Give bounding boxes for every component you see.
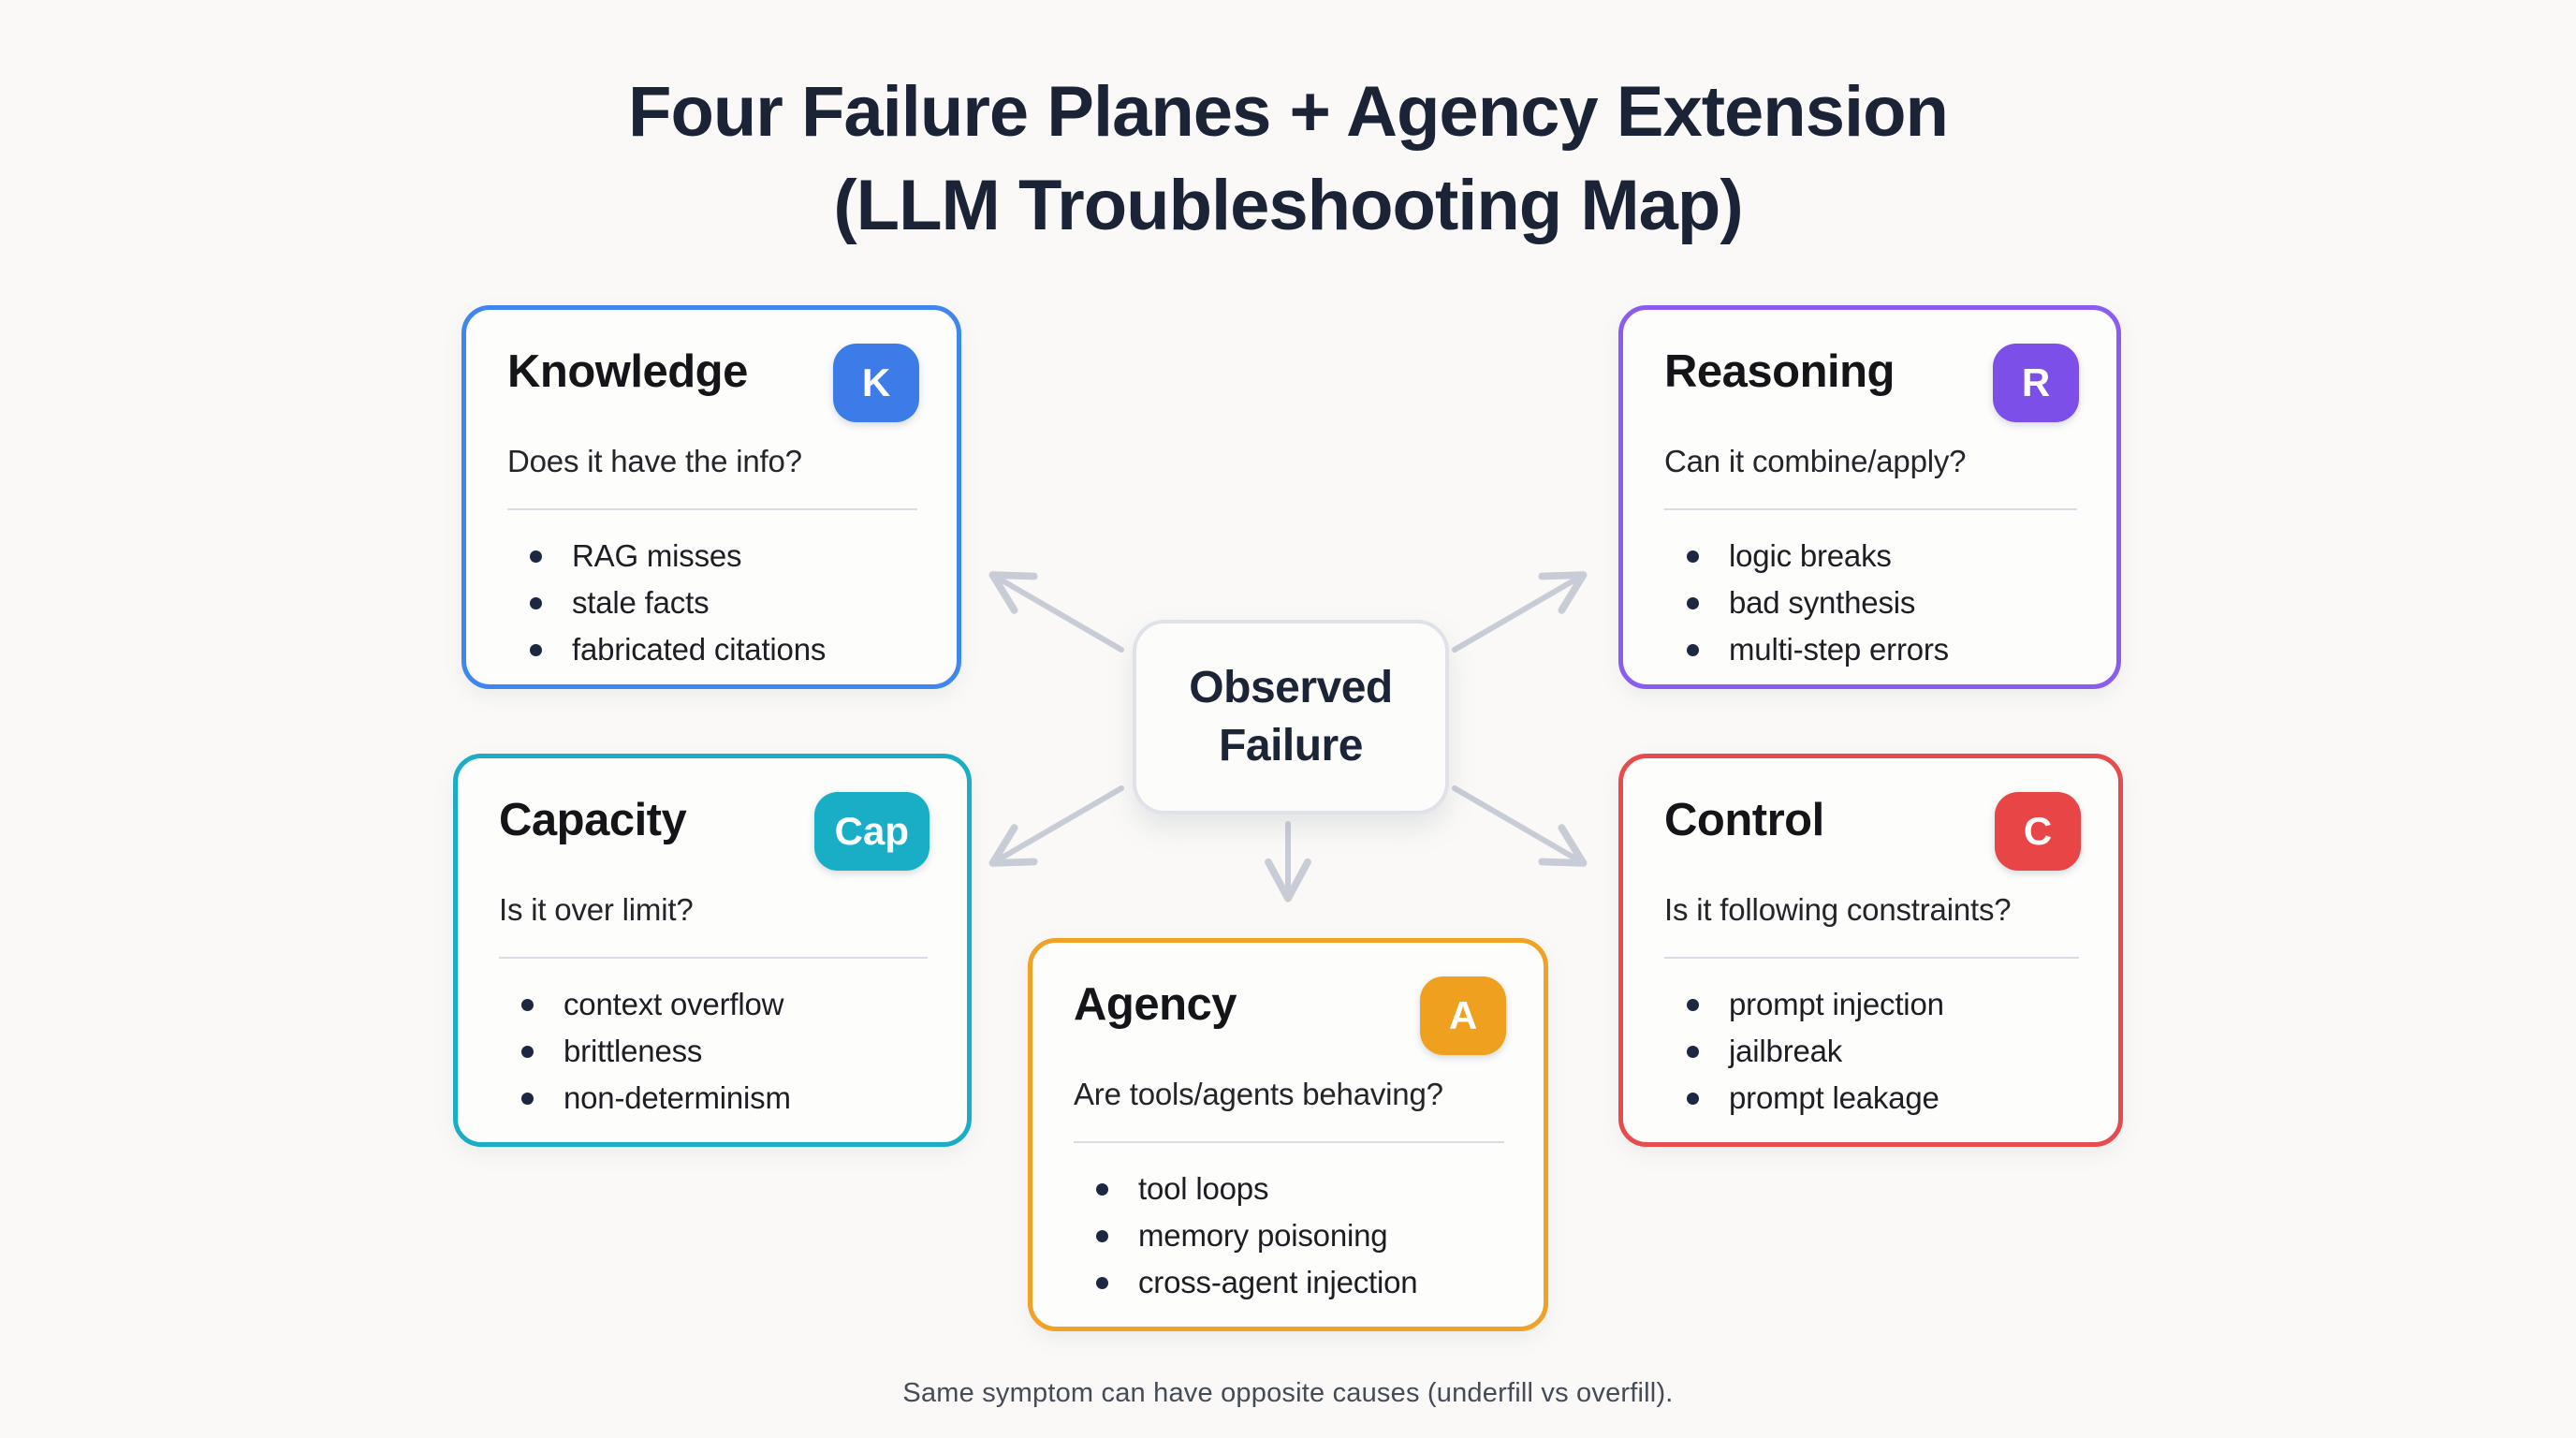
bullet-item: multi-step errors <box>1687 626 2079 673</box>
bullet-item: bad synthesis <box>1687 580 2079 626</box>
bullet-item: jailbreak <box>1687 1028 2081 1075</box>
bullet-dot <box>521 1045 534 1058</box>
bullet-text: context overflow <box>564 987 784 1021</box>
card-agency-header: Agency A <box>1074 976 1506 1055</box>
bullet-dot <box>1687 643 1699 656</box>
bullet-text: multi-step errors <box>1729 632 1949 667</box>
bullet-item: stale facts <box>530 580 919 626</box>
card-knowledge-title: Knowledge <box>507 346 748 397</box>
divider <box>1074 1141 1504 1143</box>
bullet-dot <box>530 643 542 656</box>
agency-badge: A <box>1420 976 1506 1055</box>
bullet-dot <box>1096 1276 1108 1289</box>
bullet-text: logic breaks <box>1729 538 1892 573</box>
bullet-item: prompt leakage <box>1687 1075 2081 1122</box>
card-capacity: Capacity Cap Is it over limit? context o… <box>453 754 972 1147</box>
bullet-text: memory poisoning <box>1138 1218 1388 1253</box>
card-agency-question: Are tools/agents behaving? <box>1074 1077 1443 1111</box>
bullet-dot <box>530 550 542 563</box>
card-agency-bullets: tool loops memory poisoning cross-agent … <box>1074 1166 1506 1306</box>
page-title-line2: (LLM Troubleshooting Map) <box>833 166 1743 245</box>
card-control-bullets: prompt injection jailbreak prompt leakag… <box>1664 981 2081 1122</box>
footer-note: Same symptom can have opposite causes (u… <box>902 1378 1674 1408</box>
bullet-text: tool loops <box>1138 1171 1269 1206</box>
card-reasoning-bullets: logic breaks bad synthesis multi-step er… <box>1664 533 2079 673</box>
bullet-text: jailbreak <box>1729 1034 1843 1068</box>
card-control-header: Control C <box>1664 792 2081 871</box>
divider <box>1664 957 2079 959</box>
bullet-text: prompt leakage <box>1729 1080 1939 1115</box>
card-knowledge-bullets: RAG misses stale facts fabricated citati… <box>507 533 919 673</box>
knowledge-badge: K <box>833 344 919 422</box>
card-reasoning-title: Reasoning <box>1664 346 1895 397</box>
card-knowledge-header: Knowledge K <box>507 344 919 422</box>
bullet-dot <box>1687 596 1699 609</box>
divider <box>1664 508 2077 510</box>
page-title: Four Failure Planes + Agency Extension (… <box>0 66 2576 253</box>
reasoning-badge: R <box>1993 344 2079 422</box>
bullet-dot <box>1687 998 1699 1011</box>
bullet-dot <box>521 998 534 1011</box>
card-control: Control C Is it following constraints? p… <box>1618 754 2123 1147</box>
bullet-text: fabricated citations <box>572 632 827 667</box>
bullet-item: fabricated citations <box>530 626 919 673</box>
page-title-line1: Four Failure Planes + Agency Extension <box>628 72 1949 152</box>
bullet-item: brittleness <box>521 1028 929 1075</box>
bullet-text: cross-agent injection <box>1138 1265 1418 1299</box>
card-agency: Agency A Are tools/agents behaving? tool… <box>1028 938 1548 1331</box>
bullet-text: stale facts <box>572 585 710 620</box>
bullet-item: RAG misses <box>530 533 919 580</box>
bullet-dot <box>1687 1045 1699 1058</box>
bullet-item: cross-agent injection <box>1096 1259 1506 1306</box>
arrow-to-control <box>1452 785 1588 867</box>
capacity-badge: Cap <box>813 792 929 871</box>
divider <box>507 508 917 510</box>
card-reasoning: Reasoning R Can it combine/apply? logic … <box>1618 305 2121 689</box>
card-capacity-question: Is it over limit? <box>499 892 694 927</box>
bullet-item: non-determinism <box>521 1075 929 1122</box>
card-reasoning-question: Can it combine/apply? <box>1664 444 1967 478</box>
bullet-dot <box>1096 1182 1108 1196</box>
divider <box>499 957 928 959</box>
bullet-item: memory poisoning <box>1096 1212 1506 1259</box>
card-knowledge: Knowledge K Does it have the info? RAG m… <box>461 305 961 689</box>
bullet-dot <box>530 596 542 609</box>
card-capacity-title: Capacity <box>499 795 687 845</box>
bullet-dot <box>521 1092 534 1105</box>
bullet-text: prompt injection <box>1729 987 1944 1021</box>
card-control-question: Is it following constraints? <box>1664 892 2012 927</box>
bullet-item: prompt injection <box>1687 981 2081 1028</box>
card-capacity-bullets: context overflow brittleness non-determi… <box>499 981 929 1122</box>
card-capacity-header: Capacity Cap <box>499 792 929 871</box>
bullet-dot <box>1096 1229 1108 1242</box>
arrow-to-capacity <box>988 785 1124 867</box>
observed-failure-node: Observed Failure <box>1133 620 1449 814</box>
bullet-dot <box>1687 550 1699 563</box>
bullet-item: tool loops <box>1096 1166 1506 1212</box>
card-agency-title: Agency <box>1074 979 1237 1030</box>
bullet-dot <box>1687 1092 1699 1105</box>
bullet-text: RAG misses <box>572 538 742 573</box>
arrow-to-reasoning <box>1452 571 1588 653</box>
bullet-item: logic breaks <box>1687 533 2079 580</box>
bullet-text: brittleness <box>564 1034 703 1068</box>
bullet-item: context overflow <box>521 981 929 1028</box>
card-control-title: Control <box>1664 795 1824 845</box>
card-knowledge-question: Does it have the info? <box>507 444 802 478</box>
arrow-to-knowledge <box>988 571 1124 653</box>
card-reasoning-header: Reasoning R <box>1664 344 2079 422</box>
bullet-text: non-determinism <box>564 1080 791 1115</box>
control-badge: C <box>1995 792 2081 871</box>
bullet-text: bad synthesis <box>1729 585 1916 620</box>
